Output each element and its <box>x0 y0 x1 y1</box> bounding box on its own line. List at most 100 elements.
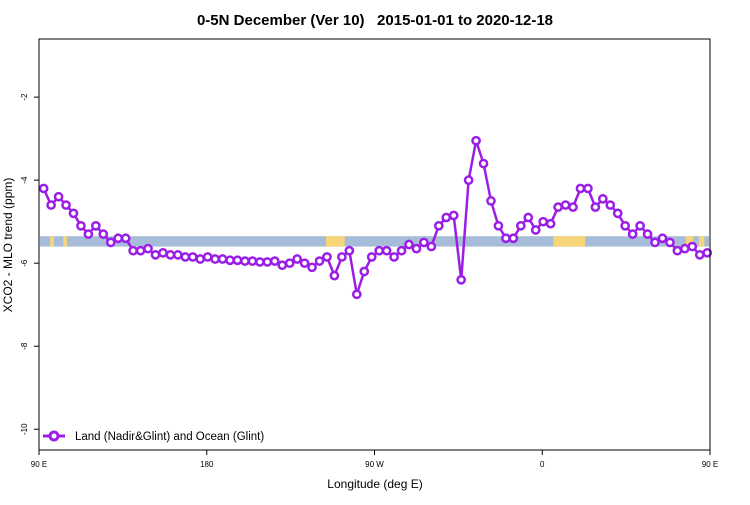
data-point <box>650 237 660 248</box>
data-point <box>620 220 631 231</box>
data-point <box>635 220 645 231</box>
land-band-segment <box>63 236 67 247</box>
data-point <box>322 252 332 262</box>
data-point <box>493 220 504 231</box>
data-point <box>202 252 213 262</box>
data-point <box>575 183 586 194</box>
x-tick-label: 90 E <box>31 460 47 469</box>
data-point <box>195 254 206 264</box>
data-point <box>366 252 377 262</box>
land-band-segment <box>685 236 694 247</box>
data-point <box>98 229 109 239</box>
land-band-segment <box>553 236 586 247</box>
data-point <box>150 250 161 260</box>
data-point <box>255 257 265 267</box>
x-tick-label: 90 W <box>365 460 384 469</box>
data-point <box>538 216 549 227</box>
data-point <box>61 200 71 210</box>
data-point <box>463 175 474 186</box>
data-point <box>68 208 79 219</box>
legend-marker-swatch <box>48 430 60 442</box>
data-point <box>657 233 668 244</box>
data-point <box>217 254 228 264</box>
data-point <box>105 237 116 248</box>
data-point <box>426 241 437 252</box>
data-point <box>523 212 534 223</box>
data-point <box>165 250 176 260</box>
land-band-segment <box>50 236 54 247</box>
data-point <box>262 257 273 267</box>
y-axis-label: XCO2 - MLO trend (ppm) <box>1 178 15 313</box>
data-point <box>225 255 235 266</box>
data-point <box>687 241 698 252</box>
data-point <box>269 256 280 266</box>
data-point <box>583 183 593 194</box>
data-point <box>135 245 146 256</box>
data-point <box>508 233 519 244</box>
data-point <box>359 266 370 277</box>
data-point <box>456 274 467 285</box>
series-layer <box>38 135 713 300</box>
data-point <box>187 252 198 262</box>
data-point <box>478 158 489 169</box>
data-point <box>665 237 675 248</box>
y-tick-label: -6 <box>20 259 29 267</box>
data-point <box>143 243 153 254</box>
data-point <box>46 200 56 210</box>
data-point <box>173 250 183 260</box>
data-point <box>344 245 355 256</box>
data-point <box>448 210 459 221</box>
y-tick-label: -8 <box>20 342 29 350</box>
data-point <box>501 233 511 244</box>
land-band-segment <box>698 236 705 247</box>
y-tick-label: -2 <box>20 93 29 101</box>
x-tick-label: 0 <box>540 460 545 469</box>
data-point <box>83 229 94 239</box>
chart-title: 0-5N December (Ver 10) 2015-01-01 to 202… <box>197 12 553 29</box>
data-point <box>53 191 64 202</box>
data-point <box>329 270 340 281</box>
data-point <box>128 245 138 256</box>
data-point <box>38 183 49 194</box>
legend-label: Land (Nadir&Glint) and Ocean (Glint) <box>75 431 264 443</box>
data-point <box>553 202 563 212</box>
data-point <box>120 233 131 244</box>
land-band-segment <box>326 236 345 247</box>
data-point <box>158 247 168 258</box>
data-point <box>642 229 653 239</box>
data-point <box>515 220 526 231</box>
data-point <box>560 200 571 210</box>
data-point <box>314 256 325 266</box>
surface-band <box>40 236 709 247</box>
data-point <box>113 233 124 244</box>
x-axis-label: Longitude (deg E) <box>327 477 422 491</box>
data-point <box>590 202 601 212</box>
series-line <box>42 139 708 296</box>
data-point <box>441 212 452 223</box>
y-axis: -2 -4 -6 -8 -10 <box>20 93 39 435</box>
data-point <box>277 260 288 271</box>
data-point <box>419 237 429 248</box>
data-point <box>90 220 101 231</box>
y-tick-label: -4 <box>20 176 29 184</box>
data-point <box>486 196 496 206</box>
ocean-band <box>40 236 709 247</box>
data-point <box>411 243 422 254</box>
data-point <box>240 256 250 266</box>
data-point <box>612 208 623 219</box>
data-point <box>180 252 191 262</box>
data-point <box>247 256 258 266</box>
legend: Land (Nadir&Glint) and Ocean (Glint) <box>43 430 264 443</box>
data-point <box>292 254 302 264</box>
data-point <box>605 200 616 210</box>
data-point <box>381 245 392 256</box>
data-point <box>210 254 220 264</box>
data-point <box>694 250 705 260</box>
data-point <box>433 220 444 231</box>
data-point <box>545 218 556 229</box>
data-point <box>702 247 713 258</box>
x-tick-label: 90 E <box>702 460 718 469</box>
data-point <box>307 262 317 273</box>
